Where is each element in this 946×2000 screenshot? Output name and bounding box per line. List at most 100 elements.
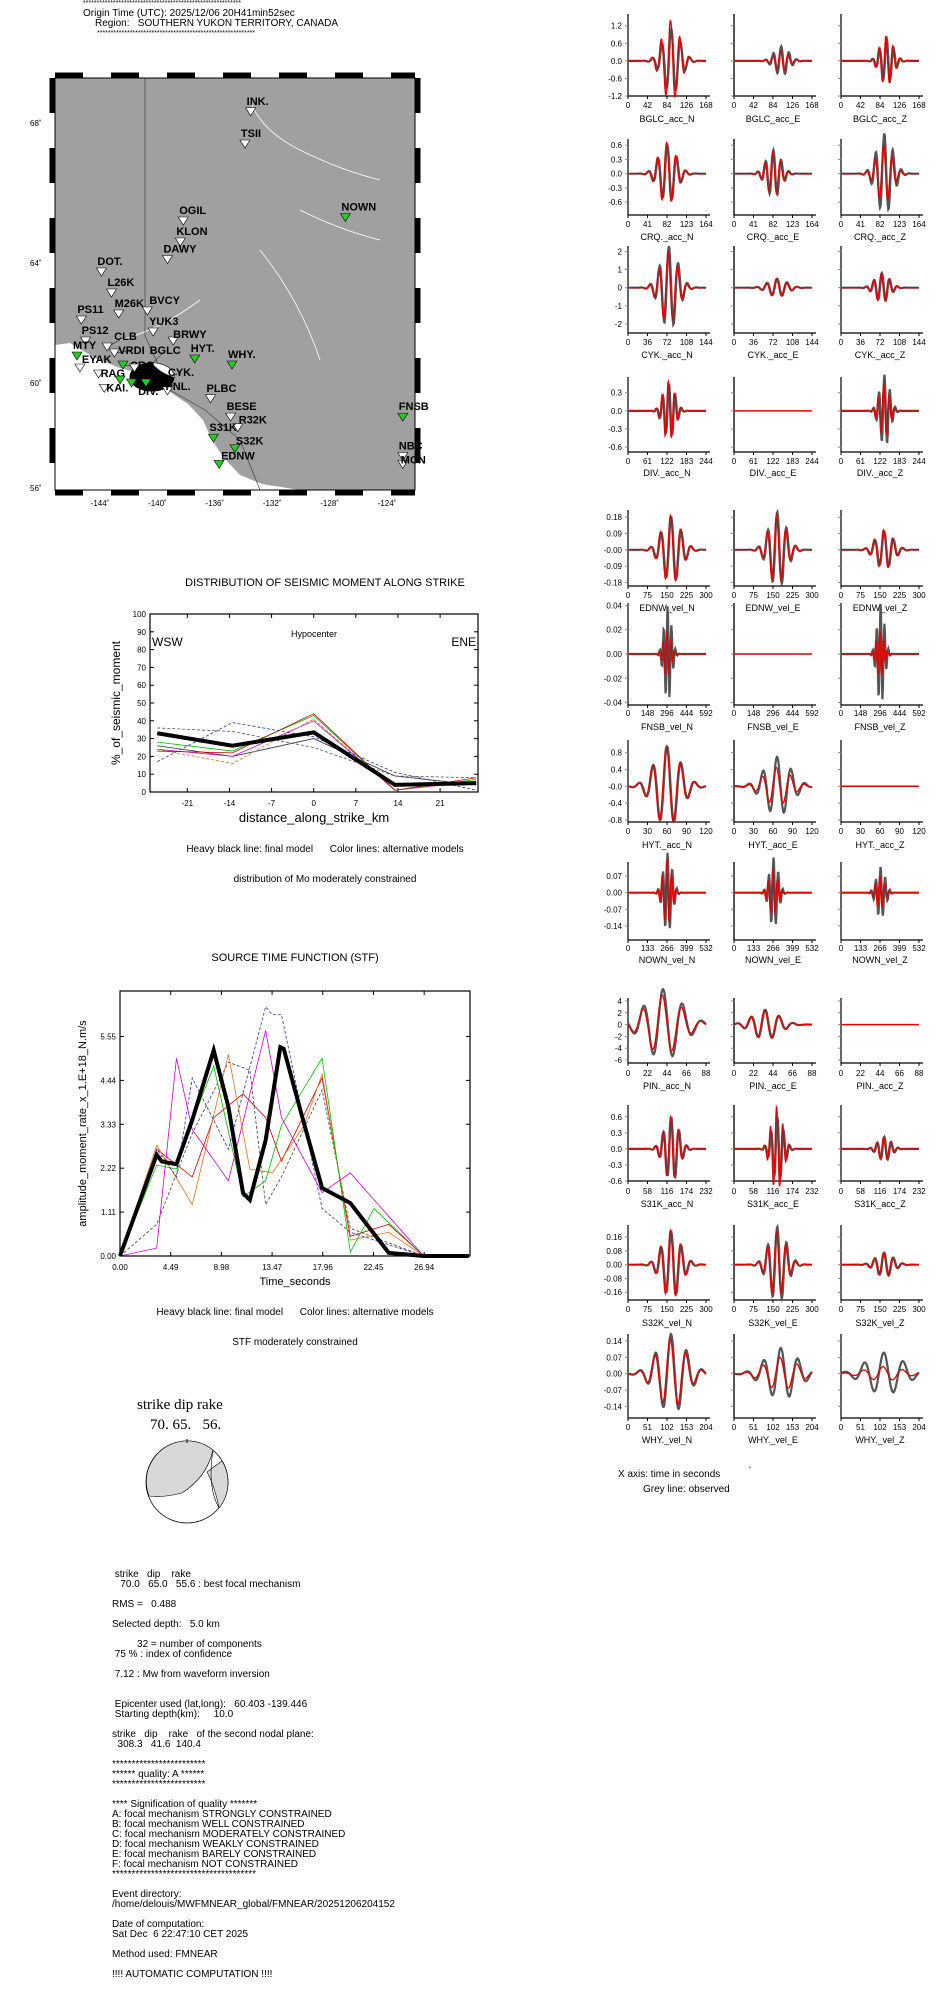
series-line-alt-4 bbox=[119, 1054, 424, 1257]
waveform-xtick-label: 102 bbox=[873, 1423, 887, 1432]
waveform-observed bbox=[627, 744, 707, 824]
waveform-ytick-label: -0.07 bbox=[604, 1386, 623, 1395]
waveform-ytick-label: -0.8 bbox=[608, 816, 622, 825]
waveform-ytick-label: 0.4 bbox=[611, 765, 623, 774]
stf-xtick-label: 22.45 bbox=[363, 1263, 384, 1272]
station-triangle-icon bbox=[204, 394, 217, 404]
map-beachball-dilatation bbox=[152, 363, 174, 377]
results-line: A: focal mechanism STRONGLY CONSTRAINED bbox=[112, 1809, 332, 1820]
waveform-xtick-label: 174 bbox=[680, 1187, 694, 1196]
waveform-xtick-label: 225 bbox=[786, 1305, 800, 1314]
waveform-xtick-label: 168 bbox=[912, 101, 926, 110]
waveform-label: DIV._acc_Z bbox=[857, 468, 904, 478]
waveform-synthetic bbox=[841, 1366, 920, 1381]
waveform-xtick-label: 122 bbox=[873, 457, 887, 466]
waveform-xtick-label: 133 bbox=[641, 944, 655, 953]
stf-xtick-label: 4.49 bbox=[163, 1263, 179, 1272]
station-label: DIV. bbox=[138, 386, 158, 398]
map-rivers bbox=[119, 99, 381, 361]
moment-ytick-label: 80 bbox=[137, 646, 146, 655]
results-line: D: focal mechanism WEAKLY CONSTRAINED bbox=[112, 1839, 319, 1850]
waveform-label: S32K_vel_E bbox=[748, 1318, 798, 1328]
results-line: ************************ bbox=[112, 1779, 206, 1790]
waveform-xtick-label: 0 bbox=[839, 827, 844, 836]
results-line: **** Signification of quality ******* bbox=[112, 1799, 258, 1810]
moment-xtick-label: 0 bbox=[311, 799, 316, 808]
station-label: PNL. bbox=[165, 381, 190, 393]
results-line: strike dip rake of the second nodal plan… bbox=[112, 1729, 314, 1740]
waveform-synthetic bbox=[734, 277, 812, 297]
waveform-synthetic bbox=[734, 766, 813, 804]
results-line: 70.0 65.0 55.6 : best focal mechanism bbox=[112, 1579, 301, 1590]
waveform-ytick-label: 0.02 bbox=[606, 626, 622, 635]
waveform-synthetic bbox=[628, 513, 706, 583]
waveform-ytick-label: 0.6 bbox=[611, 141, 623, 150]
waveform-xtick-label: 532 bbox=[699, 944, 713, 953]
waveform-label: CRQ._acc_Z bbox=[854, 232, 907, 242]
waveform-xtick-label: 532 bbox=[805, 944, 819, 953]
station-triangle-icon bbox=[108, 348, 120, 358]
station-triangle-icon bbox=[239, 139, 251, 149]
waveform-xtick-label: 58 bbox=[643, 1187, 652, 1196]
waveform-synthetic bbox=[628, 250, 706, 322]
waveform-xtick-label: 75 bbox=[643, 1305, 652, 1314]
waveform-xtick-label: 592 bbox=[805, 709, 819, 718]
waveform-xtick-label: 0 bbox=[626, 101, 631, 110]
waveform-xtick-label: 300 bbox=[805, 1305, 819, 1314]
origin-time: Origin Time (UTC): 2025/12/06 20H41min52… bbox=[83, 8, 295, 19]
waveform-synthetic bbox=[628, 379, 706, 438]
map-ocean bbox=[55, 343, 300, 490]
waveform-ytick-label: -0.6 bbox=[608, 198, 622, 207]
results-line: Epicenter used (lat,long): 60.403 -139.4… bbox=[112, 1699, 308, 1710]
waveform-xtick-label: 88 bbox=[915, 1069, 924, 1078]
waveform-xtick-label: 41 bbox=[749, 220, 758, 229]
waveform-xtick-label: 150 bbox=[873, 1305, 887, 1314]
waveform-label: S31K_acc_Z bbox=[854, 1199, 906, 1209]
waveform-synthetic bbox=[841, 1136, 919, 1161]
station-triangle-icon bbox=[189, 354, 201, 364]
moment-ytick-label: 50 bbox=[137, 699, 146, 708]
waveform-xtick-label: 0 bbox=[626, 1305, 631, 1314]
station-label: PLBC bbox=[206, 383, 236, 395]
waveform-xtick-label: 82 bbox=[769, 220, 778, 229]
waveform-xtick-label: 82 bbox=[663, 220, 672, 229]
waveform-ytick-label: 0.0 bbox=[611, 1145, 623, 1154]
moment-ytick-label: 10 bbox=[137, 770, 146, 779]
waveform-xtick-label: 122 bbox=[660, 457, 674, 466]
waveform-label: NOWN_vel_N bbox=[639, 955, 696, 965]
waveform-ytick-label: -0.02 bbox=[604, 674, 623, 683]
waveform-xtick-label: 150 bbox=[660, 1305, 674, 1314]
waveform-xtick-label: 0 bbox=[732, 591, 737, 600]
beachball-compression-main bbox=[146, 1440, 214, 1497]
waveform-xtick-label: 144 bbox=[912, 338, 926, 347]
waveform-xtick-label: 75 bbox=[749, 1305, 758, 1314]
waveform-xtick-label: 300 bbox=[699, 591, 713, 600]
waveform-xtick-label: 532 bbox=[912, 944, 926, 953]
waveform-xtick-label: 225 bbox=[893, 591, 907, 600]
station-triangle-icon bbox=[174, 237, 186, 247]
waveform-xtick-label: 232 bbox=[699, 1187, 713, 1196]
waveform-xtick-label: 244 bbox=[805, 457, 819, 466]
waveform-label: PIN._acc_N bbox=[643, 1081, 691, 1091]
stf-xtick-label: 26.94 bbox=[414, 1263, 435, 1272]
series-line-final-model bbox=[118, 1043, 469, 1258]
waveform-xtick-label: 126 bbox=[786, 101, 800, 110]
waveform-label: BGLC_acc_N bbox=[639, 114, 694, 124]
waveform-xtick-label: 51 bbox=[749, 1423, 758, 1432]
header-stars-top: ****************************************… bbox=[83, 0, 241, 7]
waveform-synthetic bbox=[734, 1356, 813, 1389]
station-label: BGLC bbox=[150, 345, 181, 357]
waveform-observed bbox=[628, 142, 706, 203]
waveform-xtick-label: 61 bbox=[643, 457, 652, 466]
moment-ytick-label: 20 bbox=[137, 752, 146, 761]
series-line-alt-5 bbox=[157, 718, 477, 791]
station-label: INK. bbox=[247, 96, 269, 108]
waveform-xtick-label: 0 bbox=[626, 591, 631, 600]
waveform-xtick-label: 126 bbox=[893, 101, 907, 110]
waveform-xtick-label: 0 bbox=[732, 1069, 737, 1078]
waveform-ytick-label: -0.14 bbox=[604, 1402, 623, 1411]
waveform-ytick-label: -6 bbox=[615, 1056, 623, 1065]
waveform-xtick-label: 168 bbox=[699, 101, 713, 110]
stf-xtick-label: 8.98 bbox=[214, 1263, 230, 1272]
